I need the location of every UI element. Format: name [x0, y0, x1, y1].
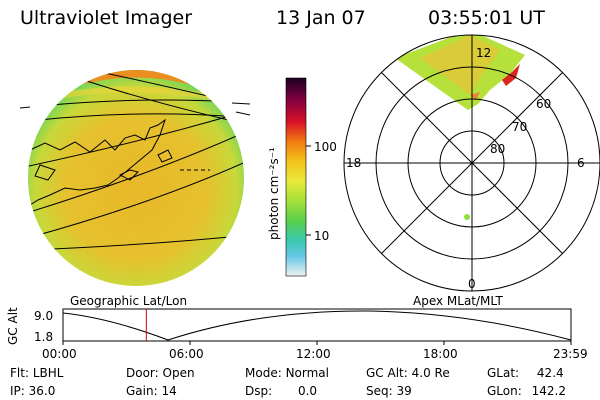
- geographic-panel-label: Geographic Lat/Lon: [70, 294, 188, 308]
- date-label: 13 Jan 07: [276, 7, 366, 29]
- mlt-label-12: 12: [476, 46, 492, 60]
- instrument-title: Ultraviolet Imager: [20, 7, 193, 29]
- time-tick-0600: 06:00: [169, 347, 204, 361]
- time-tick-2359: 23:59: [553, 347, 588, 361]
- time-label: 03:55:01 UT: [428, 7, 545, 29]
- mlat-label-70: 70: [512, 120, 528, 134]
- colorbar-tick-10: 10: [314, 229, 330, 243]
- mlt-label-6: 6: [577, 156, 585, 170]
- status-glat: GLat: 42.4: [487, 366, 564, 380]
- altitude-tick-min: 1.8: [34, 330, 54, 344]
- status-glon: GLon: 142.2: [487, 384, 566, 398]
- coastline: [29, 118, 210, 206]
- mlat-label-80: 80: [490, 142, 506, 156]
- status-gc-alt: GC Alt: 4.0 Re: [366, 366, 450, 380]
- status-flt: Flt: LBHL: [10, 366, 64, 380]
- mlt-label-18: 18: [346, 156, 362, 170]
- apex-panel-label: Apex MLat/MLT: [413, 294, 503, 308]
- altitude-tick-max: 9.0: [34, 309, 54, 323]
- status-ip: IP: 36.0: [10, 384, 56, 398]
- altitude-curve: [62, 310, 572, 341]
- aurora-spot: [464, 214, 470, 220]
- altitude-axis-label: GC Alt: [6, 307, 20, 345]
- colorbar-tick-100: 100: [314, 140, 337, 154]
- mlt-label-0: 0: [468, 277, 476, 291]
- status-dsp: Dsp: 0.0: [245, 384, 318, 398]
- time-tick-1200: 12:00: [296, 347, 331, 361]
- status-mode: Mode: Normal: [245, 366, 329, 380]
- mlat-label-60: 60: [536, 97, 552, 111]
- status-gain: Gain: 14: [126, 384, 177, 398]
- time-tick-0000: 00:00: [42, 347, 77, 361]
- polar-grid: [343, 34, 600, 292]
- status-door: Door: Open: [126, 366, 195, 380]
- disk-fill: [28, 70, 244, 286]
- time-tick-1800: 18:00: [423, 347, 458, 361]
- status-seq: Seq: 39: [366, 384, 412, 398]
